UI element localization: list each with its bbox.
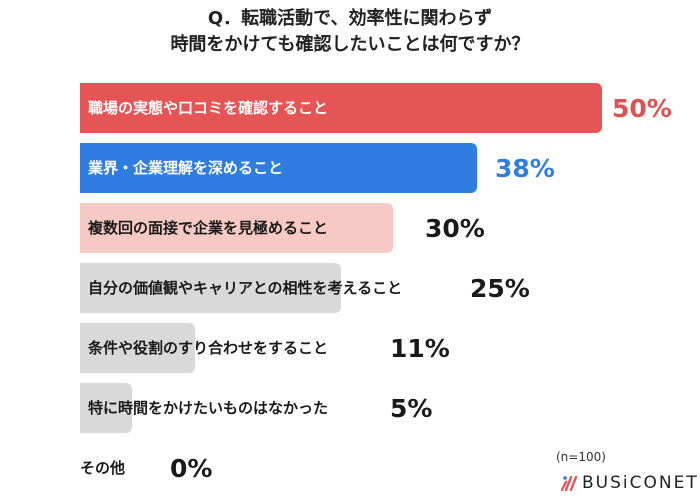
chart-row: 条件や役割のすり合わせをすること 11% [80, 323, 700, 373]
bar [80, 323, 195, 373]
chart-row: 職場の実態や口コミを確認すること 50% [80, 83, 700, 133]
bar-value: 38% [495, 154, 555, 183]
chart-title-line-2: 時間をかけても確認したいことは何ですか？ [170, 34, 530, 55]
bar-value: 25% [470, 274, 530, 303]
bar-label: 条件や役割のすり合わせをすること [88, 339, 329, 357]
brand-logo: BUSiCONET [560, 473, 699, 493]
bar-label: 特に時間をかけたいものはなかった [88, 399, 329, 417]
chart-row: その他 0% [80, 443, 700, 493]
chart-row: 自分の価値観やキャリアとの相性を考えること 25% [80, 263, 700, 313]
sample-size-note: (n=100) [556, 450, 606, 464]
bar-label: 複数回の面接で企業を見極めること [88, 219, 329, 237]
chart-title-line-1: Q．転職活動で、効率性に関わらず [207, 8, 493, 29]
bar-label: 自分の価値観やキャリアとの相性を考えること [88, 279, 403, 297]
chart-row: 特に時間をかけたいものはなかった 5% [80, 383, 700, 433]
bar-value: 50% [612, 94, 672, 123]
bar-label: 業界・企業理解を深めること [88, 159, 284, 177]
bar [80, 83, 602, 133]
bar [80, 383, 132, 433]
brand-name: BUSiCONET [582, 473, 699, 493]
bar-value: 5% [390, 394, 433, 423]
bar-value: 0% [170, 454, 213, 483]
bar [80, 263, 341, 313]
bar [80, 203, 393, 253]
bar-value: 30% [425, 214, 485, 243]
bar-label: その他 [80, 459, 126, 477]
bar [80, 143, 477, 193]
bar-value: 11% [390, 334, 450, 363]
busiconet-slash-logo-icon [560, 475, 578, 492]
chart-title: Q．転職活動で、効率性に関わらず 時間をかけても確認したいことは何ですか？ [0, 6, 700, 58]
bar-label: 職場の実態や口コミを確認すること [88, 99, 329, 117]
chart-row: 業界・企業理解を深めること 38% [80, 143, 700, 193]
chart-row: 複数回の面接で企業を見極めること 30% [80, 203, 700, 253]
